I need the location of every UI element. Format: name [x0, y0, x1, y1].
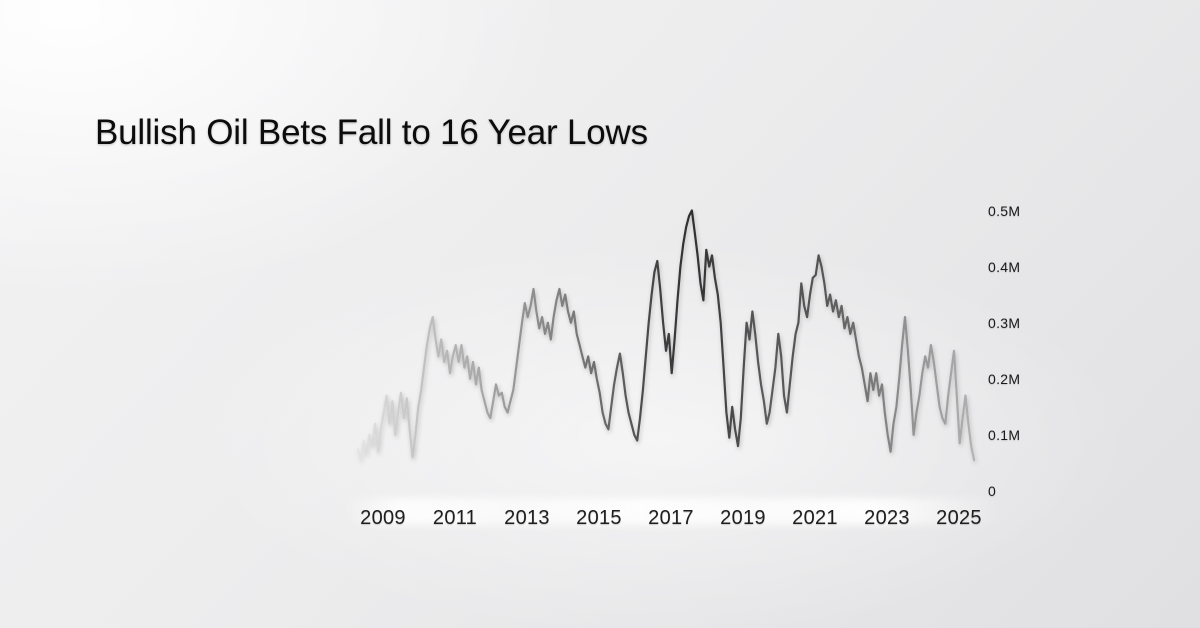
x-tick-label: 2013: [504, 507, 550, 529]
y-tick-label: 0.4M: [988, 258, 1021, 275]
data-series-line: [356, 209, 976, 462]
y-tick-label: 0.2M: [988, 370, 1021, 387]
x-axis-highlight-band: [342, 498, 1002, 525]
x-tick-label: 2011: [432, 507, 478, 529]
x-tick-label: 2019: [720, 507, 766, 529]
x-tick-label: 2015: [576, 507, 622, 529]
x-tick-label: 2021: [792, 507, 838, 529]
y-tick-label: 0.1M: [988, 426, 1021, 443]
chart-title: Bullish Oil Bets Fall to 16 Year Lows: [95, 113, 648, 153]
y-tick-label: 0.5M: [988, 202, 1021, 219]
x-tick-label: 2025: [936, 507, 982, 529]
y-tick-label: 0.3M: [988, 314, 1021, 331]
x-tick-label: 2009: [360, 507, 406, 529]
x-tick-label: 2017: [648, 507, 694, 529]
y-tick-label: 0: [988, 483, 997, 499]
x-tick-label: 2023: [864, 507, 910, 529]
